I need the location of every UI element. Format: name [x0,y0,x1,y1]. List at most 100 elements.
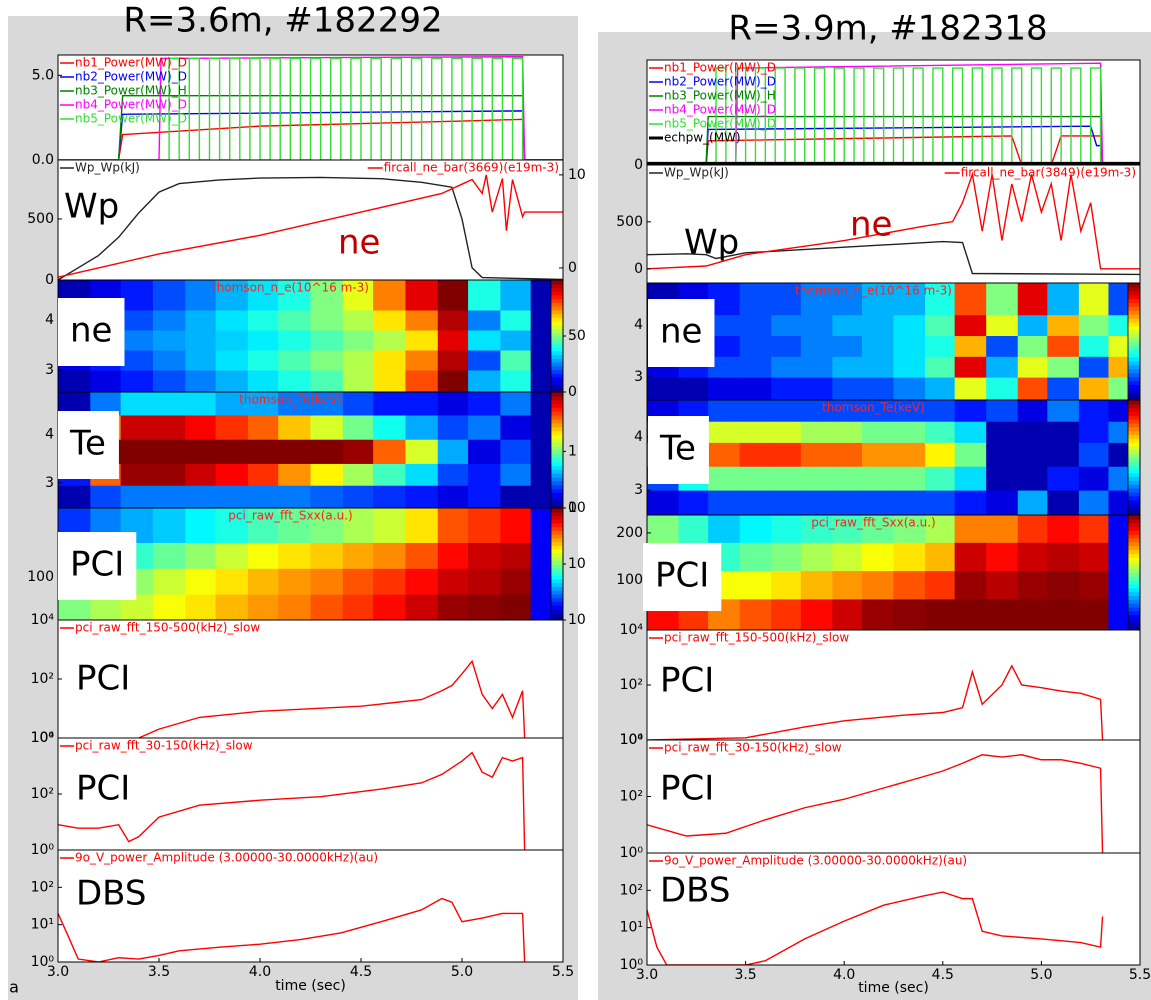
colorbar-swatch [1128,376,1140,381]
heatmap-cell [832,490,863,515]
heatmap-cell [708,314,741,337]
heatmap-cell [215,415,249,440]
colorbar-swatch [551,377,563,382]
colorbar-swatch [551,526,563,531]
legend-label: nb5_Power(MW)_D [664,117,776,131]
heatmap-cell [468,280,501,311]
heatmap-cell [437,594,469,620]
plot [647,400,1140,515]
heatmap-cell [771,335,802,357]
heatmap-cell [373,330,406,351]
heatmap-cell [861,283,894,316]
heatmap-cell [373,542,406,569]
heatmap-cell [861,598,894,630]
colorbar-swatch [551,453,563,459]
series-line [58,897,526,962]
colorbar-swatch [1128,534,1140,539]
heatmap-cell [90,392,122,416]
heatmap-cell [986,442,1019,467]
y-tick-label: 3 [634,369,643,385]
colorbar-swatch [1128,333,1140,339]
y-tick-label: 500 [27,211,54,227]
heatmap-title: pci_raw_fft_Sxx(a.u.) [228,509,352,523]
heatmap-cell [342,508,374,543]
heatmap-cell [739,356,772,378]
heatmap-cell [247,594,279,620]
heatmap-cell [708,515,741,543]
heatmap-cell [800,598,833,630]
x-tick-label: 3.0 [47,964,69,980]
heatmap-title: thomson_n_e(10^16 m-3) [795,284,952,298]
heatmap-cell [1047,421,1080,443]
heatmap-cell [468,508,501,543]
y2-tick-label: 10 [568,167,586,183]
colorbar-swatch [551,515,563,520]
panel-label: PCI [76,769,130,809]
heatmap-cell [861,356,894,378]
heatmap-cell [405,330,439,351]
heatmap-cell [342,280,374,311]
colorbar-swatch [551,496,563,501]
series-line [647,754,1104,853]
heatmap-cell [861,466,894,491]
heatmap-cell [800,542,833,572]
heatmap-cell [247,330,279,351]
colorbar-swatch [551,332,563,337]
heatmap-cell [708,421,741,443]
heatmap-cell [278,310,311,331]
heatmap-cell [800,356,833,378]
y-tick-label: 10⁴ [31,730,55,746]
heatmap-cell [925,283,956,316]
colorbar-swatch [1128,318,1140,323]
heatmap-cell [771,515,802,543]
colorbar-swatch [1128,457,1140,462]
y-tick-label: 3 [45,475,54,491]
heatmap-cell [1078,421,1109,443]
heatmap-cell [739,542,772,572]
heatmap-cell [771,490,802,515]
colorbar-swatch [551,522,563,528]
heatmap-cell [771,314,802,337]
heatmap-cell [120,350,154,371]
heatmap-cell [800,400,833,422]
y-tick-label: 0 [45,272,54,288]
panel-label: DBS [660,871,731,911]
colorbar-swatch [1128,541,1140,547]
heatmap-cell [1047,570,1080,600]
heatmap-cell [832,356,863,378]
colorbar-swatch [551,354,563,359]
colorbar-swatch [551,407,563,412]
colorbar-swatch [551,415,563,420]
colorbar-swatch [1128,426,1140,432]
colorbar-swatch [1128,337,1140,342]
heatmap-cell [771,570,802,600]
heatmap-cell [342,568,374,595]
panel-label: Wp [684,223,739,263]
heatmap-cell [986,570,1019,600]
x-tick-label: 3.0 [636,967,658,983]
heatmap-cell [708,400,741,422]
heatmap-cell [986,400,1019,422]
colorbar-swatch [551,328,563,333]
plot-area [58,738,563,850]
heatmap-cell [1017,314,1048,337]
heatmap-cell [925,515,956,543]
heatmap-cell [1017,598,1048,630]
heatmap-cell [278,568,311,595]
colorbar-swatch [1128,553,1140,558]
colorbar-tick-label: 50 [568,328,586,344]
colorbar-swatch [1128,442,1140,447]
heatmap-cell [832,442,863,467]
colorbar-swatch [551,578,563,584]
heatmap-cell [739,490,772,515]
heatmap-cell [373,508,406,543]
heatmap-cell [468,485,501,508]
heatmap-cell [500,392,532,416]
heatmap-cell [247,415,279,440]
colorbar-swatch [551,373,563,378]
colorbar-swatch [551,287,563,292]
heatmap-cell [1017,515,1048,543]
series-line [138,659,526,738]
colorbar-swatch [1128,396,1140,401]
panel-label: PCI [70,545,124,585]
